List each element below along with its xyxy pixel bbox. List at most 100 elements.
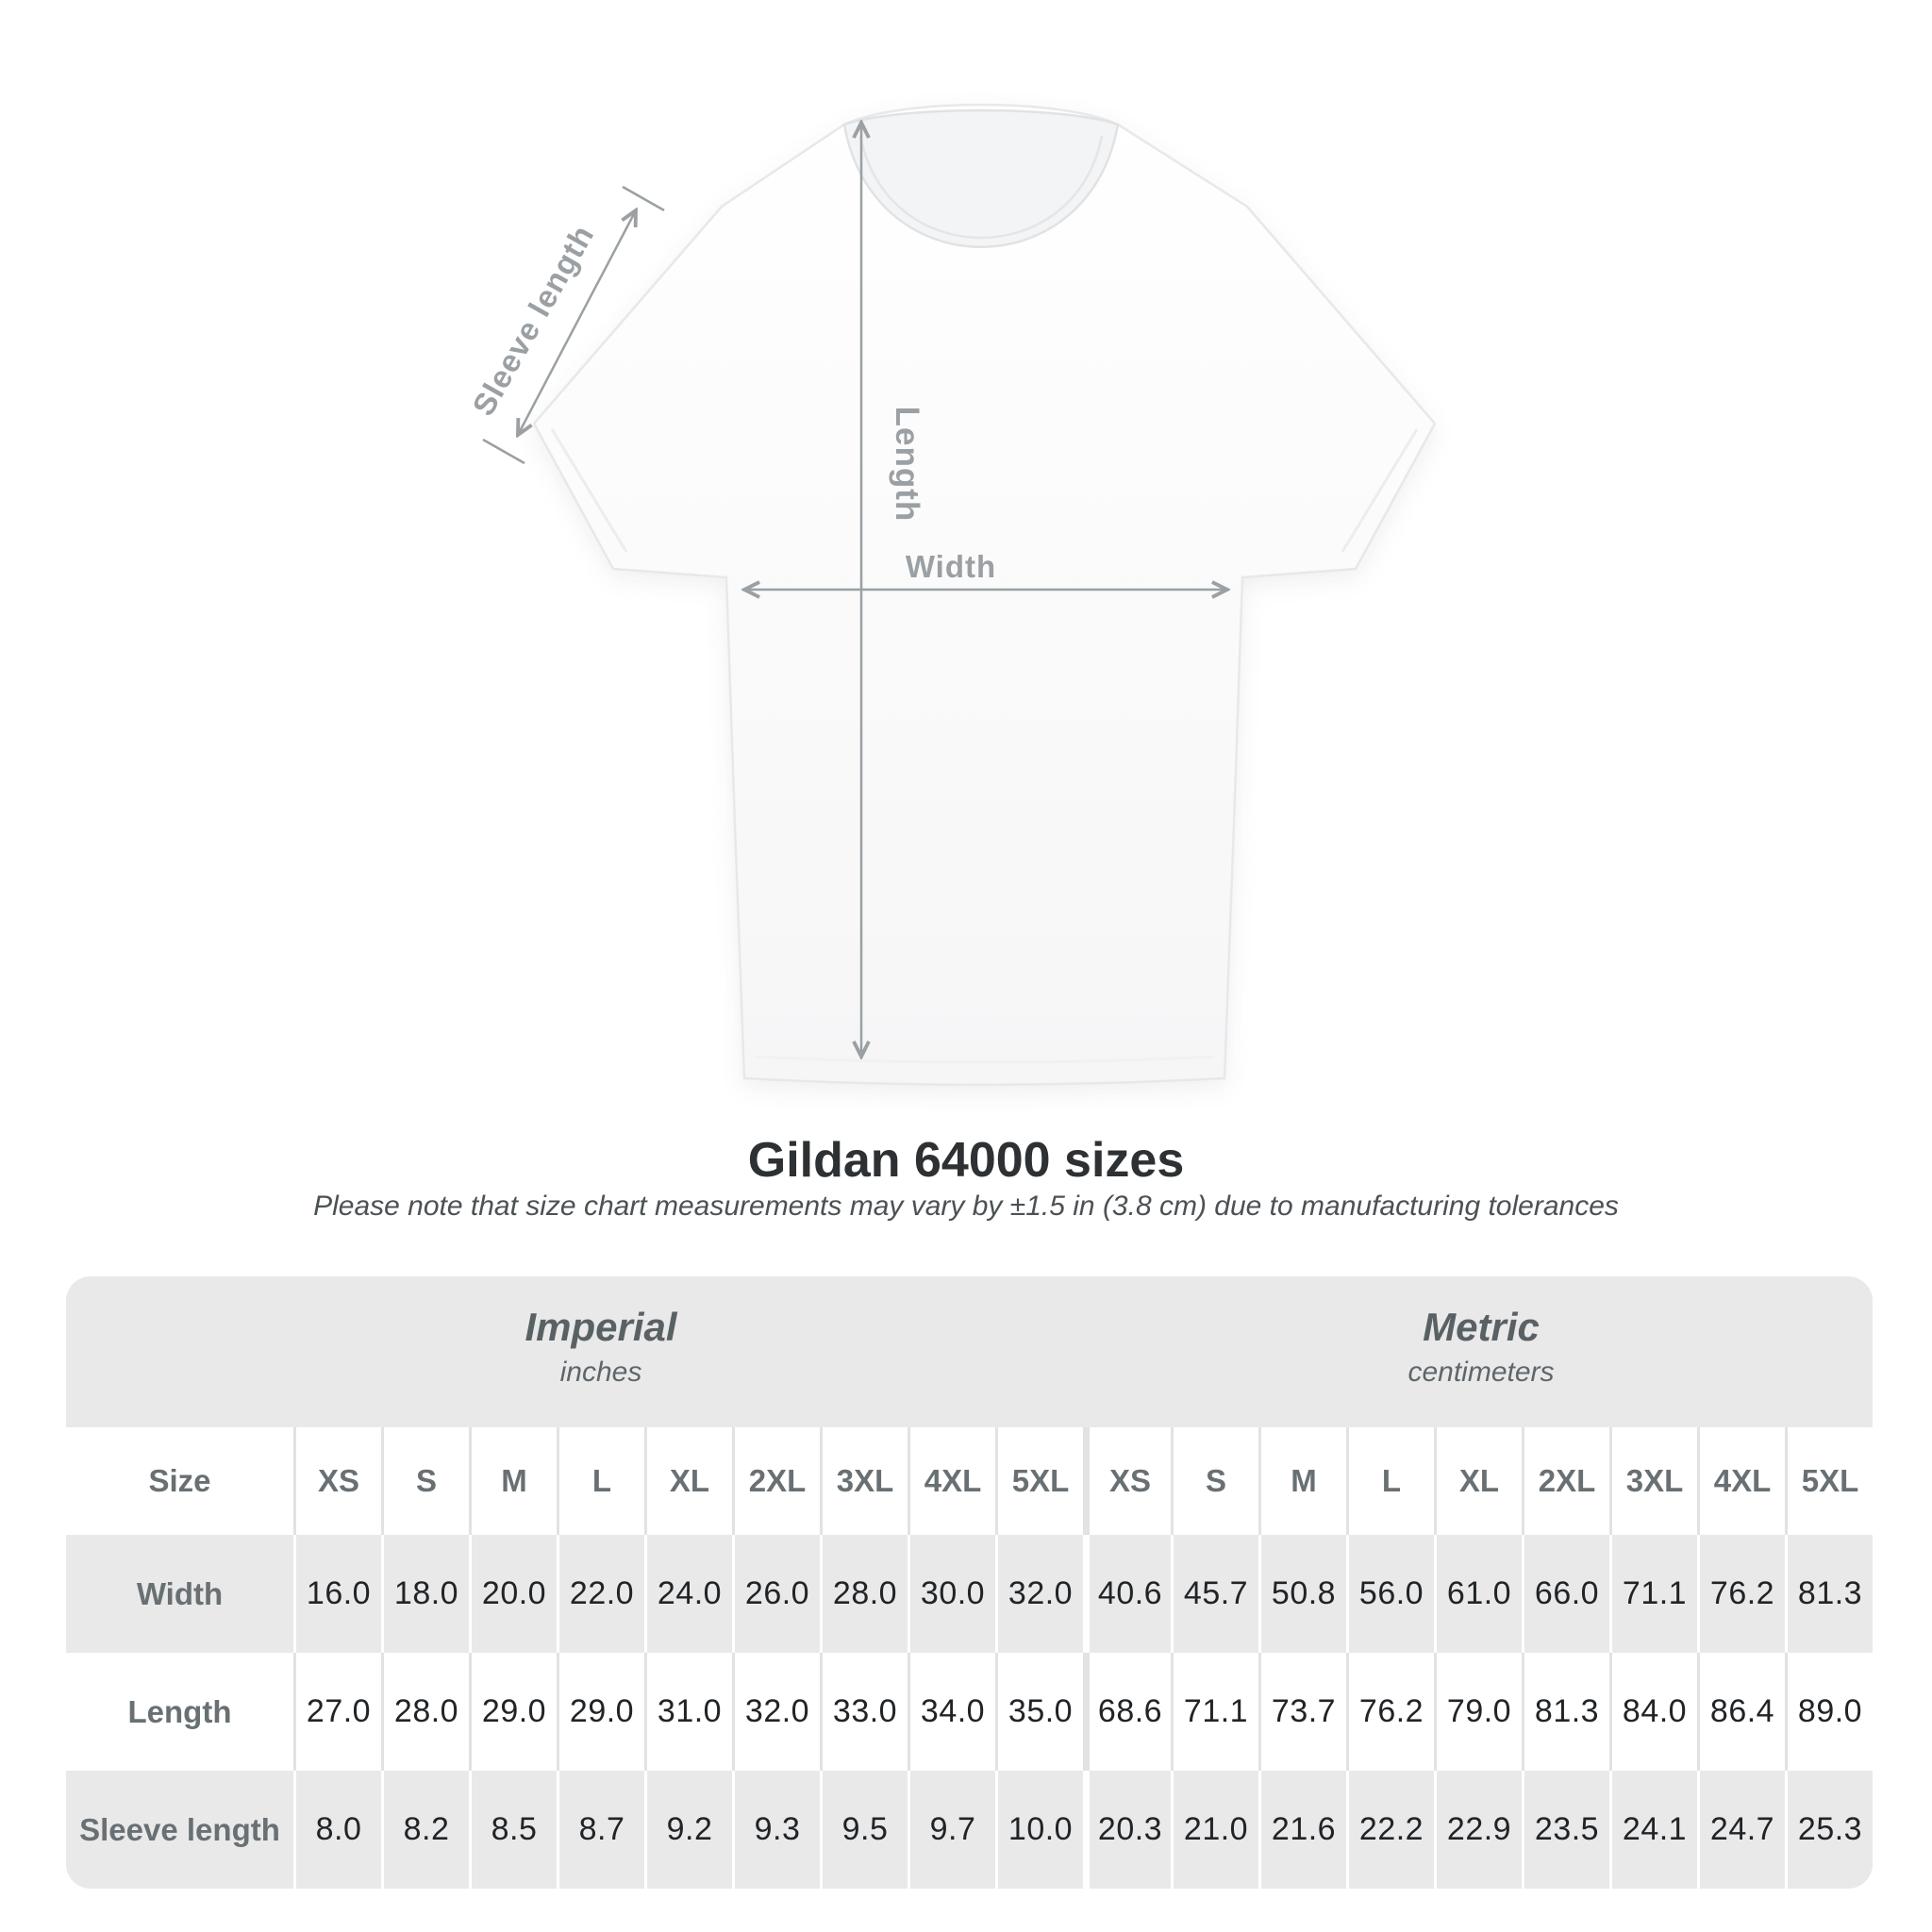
table-cell: 25.3	[1785, 1771, 1873, 1889]
table-header-cell: 4XL	[908, 1427, 995, 1535]
tshirt-hem-seam	[754, 1055, 1215, 1064]
tshirt-right-sleeve-seam	[1341, 428, 1419, 553]
table-header-cell: L	[557, 1427, 644, 1535]
table-header-cell: 2XL	[732, 1427, 820, 1535]
table-cell: 76.2	[1697, 1535, 1785, 1653]
unit-group-header-band: Imperial inches Metric centimeters	[66, 1276, 1873, 1427]
width-label: Width	[906, 549, 996, 584]
table-cell: 34.0	[908, 1653, 995, 1771]
table-cell: 30.0	[908, 1535, 995, 1653]
table-header-cell: S	[1171, 1427, 1258, 1535]
table-cell: 8.2	[381, 1771, 469, 1889]
table-cell: 71.1	[1609, 1535, 1697, 1653]
row-label-cell: Size	[66, 1427, 293, 1535]
sleeve-cap-tick-bottom	[482, 438, 525, 465]
table-cell: 18.0	[381, 1535, 469, 1653]
table-header-cell: M	[1258, 1427, 1346, 1535]
table-cell: 8.5	[469, 1771, 557, 1889]
row-label-cell: Width	[66, 1535, 293, 1653]
table-cell: 26.0	[732, 1535, 820, 1653]
table-cell: 22.0	[557, 1535, 644, 1653]
table-cell: 10.0	[995, 1771, 1083, 1889]
table-cell: 50.8	[1258, 1535, 1346, 1653]
metric-label: Metric	[1423, 1305, 1540, 1349]
table-cell: 61.0	[1434, 1535, 1522, 1653]
table-cell: 23.5	[1522, 1771, 1609, 1889]
table-header-cell: 3XL	[1609, 1427, 1697, 1535]
table-header-cell: 3XL	[820, 1427, 908, 1535]
table-cell: 29.0	[557, 1653, 644, 1771]
table-cell: 21.6	[1258, 1771, 1346, 1889]
table-cell: 79.0	[1434, 1653, 1522, 1771]
table-cell: 76.2	[1346, 1653, 1434, 1771]
table-cell: 29.0	[469, 1653, 557, 1771]
table-cell: 8.7	[557, 1771, 644, 1889]
table-cell: 21.0	[1171, 1771, 1258, 1889]
table-header-cell: XS	[293, 1427, 381, 1535]
page-title: Gildan 64000 sizes	[747, 1133, 1185, 1188]
row-label-cell: Length	[66, 1653, 293, 1771]
table-cell: 9.3	[732, 1771, 820, 1889]
table-cell: 28.0	[820, 1535, 908, 1653]
page-subtitle: Please note that size chart measurements…	[313, 1191, 1619, 1222]
tshirt-left-sleeve-seam	[550, 428, 628, 553]
imperial-label: Imperial	[525, 1305, 677, 1349]
table-header-cell: XL	[644, 1427, 732, 1535]
table-cell: 24.7	[1697, 1771, 1785, 1889]
table-cell: 66.0	[1522, 1535, 1609, 1653]
table-header-cell: 5XL	[995, 1427, 1083, 1535]
table-cell: 40.6	[1083, 1535, 1171, 1653]
table-cell: 8.0	[293, 1771, 381, 1889]
table-header-cell: XL	[1434, 1427, 1522, 1535]
table-cell: 22.2	[1346, 1771, 1434, 1889]
table-cell: 9.7	[908, 1771, 995, 1889]
table-cell: 84.0	[1609, 1653, 1697, 1771]
table-cell: 24.1	[1609, 1771, 1697, 1889]
table-cell: 24.0	[644, 1535, 732, 1653]
table-cell: 20.0	[469, 1535, 557, 1653]
table-cell: 9.5	[820, 1771, 908, 1889]
table-cell: 68.6	[1083, 1653, 1171, 1771]
table-cell: 16.0	[293, 1535, 381, 1653]
table-header-cell: S	[381, 1427, 469, 1535]
table-header-cell: 5XL	[1785, 1427, 1873, 1535]
length-label: Length	[889, 407, 925, 523]
metric-unit-label: centimeters	[1407, 1357, 1555, 1388]
sleeve-measure-line	[518, 210, 636, 435]
table-cell: 81.3	[1785, 1535, 1873, 1653]
table-cell: 71.1	[1171, 1653, 1258, 1771]
table-cell: 45.7	[1171, 1535, 1258, 1653]
table-cell: 35.0	[995, 1653, 1083, 1771]
table-cell: 89.0	[1785, 1653, 1873, 1771]
imperial-group-header: Imperial inches	[525, 1305, 676, 1391]
table-header-cell: XS	[1083, 1427, 1171, 1535]
tshirt-body	[532, 103, 1437, 1086]
table-cell: 86.4	[1697, 1653, 1785, 1771]
table-cell: 73.7	[1258, 1653, 1346, 1771]
table-cell: 28.0	[381, 1653, 469, 1771]
tshirt-graphic	[532, 103, 1437, 1086]
sleeve-cap-tick-top	[622, 185, 665, 212]
size-table-grid: Size XS S M L XL 2XL 3XL 4XL 5XL XS S M L XL 2XL 3XL 4XL 5…	[66, 1427, 1873, 1889]
table-cell: 32.0	[732, 1653, 820, 1771]
table-cell: 81.3	[1522, 1653, 1609, 1771]
table-header-cell: L	[1346, 1427, 1434, 1535]
table-header-cell: 2XL	[1522, 1427, 1609, 1535]
table-cell: 31.0	[644, 1653, 732, 1771]
table-cell: 9.2	[644, 1771, 732, 1889]
table-header-cell: 4XL	[1697, 1427, 1785, 1535]
table-cell: 32.0	[995, 1535, 1083, 1653]
table-cell: 56.0	[1346, 1535, 1434, 1653]
tshirt-collar-seam	[858, 135, 1104, 240]
tshirt-neck	[842, 108, 1120, 248]
metric-group-header: Metric centimeters	[1407, 1305, 1554, 1391]
table-cell: 27.0	[293, 1653, 381, 1771]
table-header-cell: M	[469, 1427, 557, 1535]
table-cell: 20.3	[1083, 1771, 1171, 1889]
imperial-unit-label: inches	[559, 1357, 642, 1388]
table-cell: 22.9	[1434, 1771, 1522, 1889]
row-label-cell: Sleeve length	[66, 1771, 293, 1889]
tshirt-diagram: Sleeve length Length Width	[465, 103, 1437, 1086]
table-cell: 33.0	[820, 1653, 908, 1771]
